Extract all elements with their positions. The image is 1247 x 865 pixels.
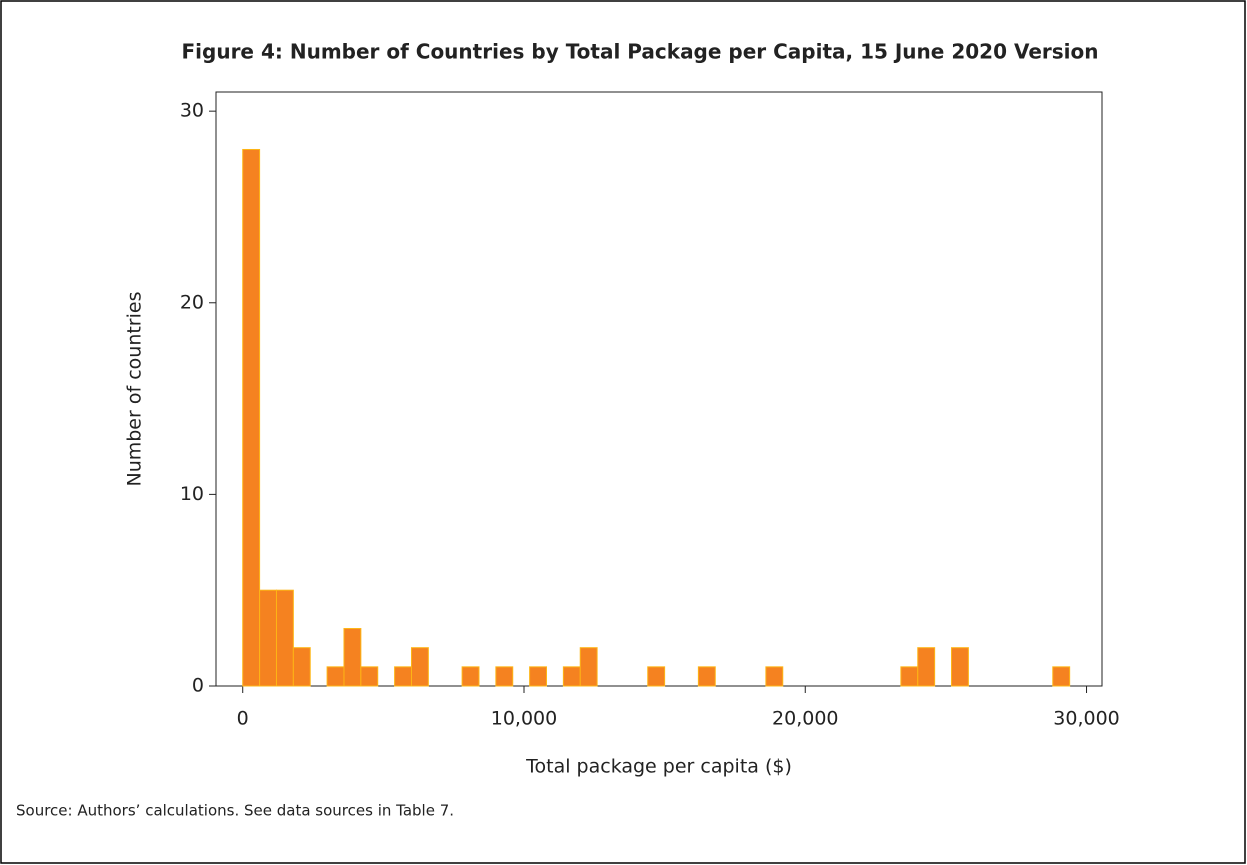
y-tick-label: 10 [180,483,204,505]
chart-title: Figure 4: Number of Countries by Total P… [182,40,1099,64]
x-tick-label: 30,000 [1053,708,1119,730]
bar [410,647,429,687]
bar [326,666,345,687]
y-tick-label: 0 [192,675,204,697]
bar [647,666,666,687]
x-tick-label: 0 [237,708,249,730]
bar [917,647,936,687]
bar [461,666,480,687]
y-tick-label: 30 [180,100,204,122]
bar [495,666,514,687]
bar [259,589,277,687]
source-note: Source: Authors’ calculations. See data … [16,802,454,820]
bar [765,666,784,687]
y-axis-label: Number of countries [124,291,146,486]
bar [900,666,919,687]
bar [697,666,716,687]
x-axis-label: Total package per capita ($) [525,756,792,778]
bar [360,666,379,687]
bar [529,666,547,687]
bar [343,628,362,687]
bar [292,647,311,687]
plot-frame [215,91,1103,687]
x-tick-label: 20,000 [772,708,838,730]
y-tick-label: 20 [180,291,204,313]
bar [562,666,581,687]
x-tick-label: 10,000 [491,708,557,730]
bar [394,666,412,687]
bar [579,647,598,687]
bar [275,589,294,687]
bar [242,148,261,687]
bar [1052,666,1071,687]
bar [951,647,969,687]
